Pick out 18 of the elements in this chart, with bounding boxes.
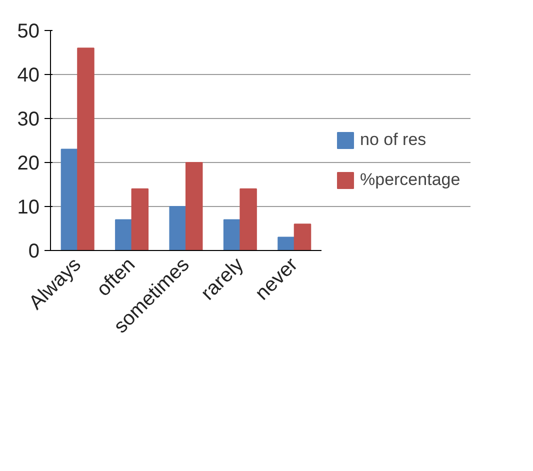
y-tick-label: 30 [17, 108, 40, 130]
bar [60, 148, 78, 250]
bar [77, 48, 94, 250]
legend-label: %percentage [360, 170, 460, 190]
bar [223, 219, 241, 250]
y-tick-label: 40 [17, 64, 40, 86]
bar [185, 162, 203, 250]
bar [294, 224, 312, 250]
bar [240, 188, 257, 250]
y-tick-label: 50 [17, 20, 40, 42]
bar [115, 219, 132, 250]
bar [169, 206, 186, 250]
bar [131, 188, 149, 250]
y-tick-label: 10 [17, 196, 40, 218]
legend-label: no of res [360, 130, 426, 150]
y-tick-label: 0 [28, 240, 40, 262]
y-tick-label: 20 [17, 152, 40, 174]
bar [278, 236, 295, 250]
